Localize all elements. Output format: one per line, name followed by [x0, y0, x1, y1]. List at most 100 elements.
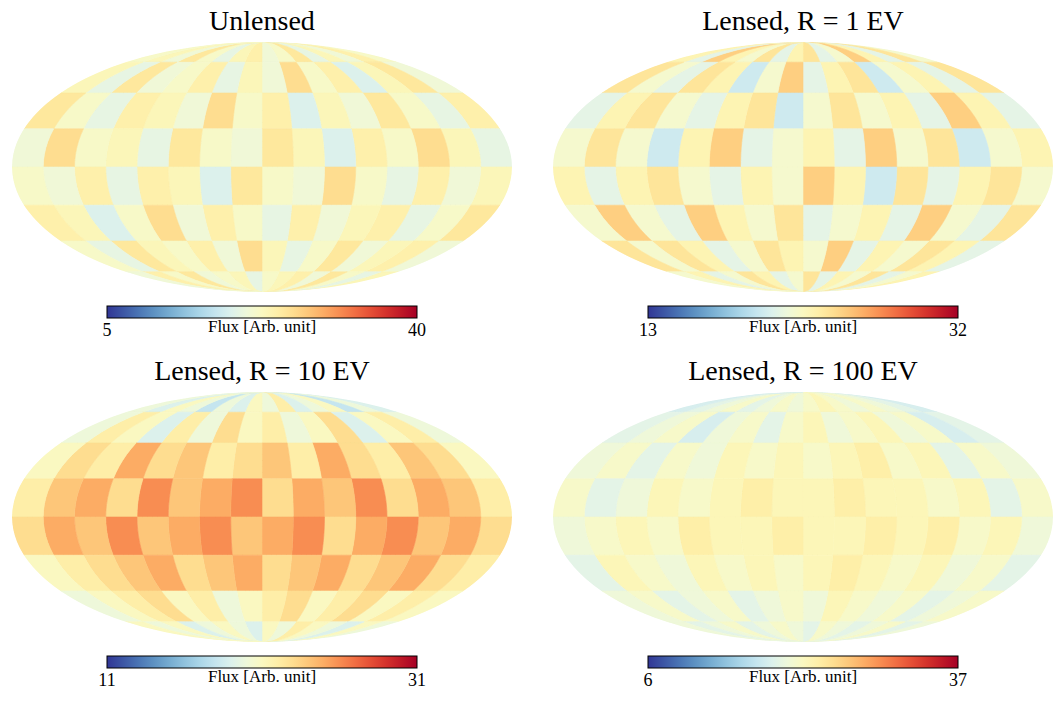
map-cell: [126, 272, 262, 292]
map-cell: [61, 412, 143, 443]
map-cell: [262, 622, 398, 642]
colorbar-tick-label: 6: [644, 670, 653, 690]
map-cell: [803, 129, 834, 167]
map-cell: [803, 42, 905, 62]
map-cell: [803, 392, 854, 412]
map-cell: [12, 167, 54, 205]
map-cell: [553, 129, 595, 167]
map-cell: [803, 479, 834, 517]
map-cell: [803, 622, 820, 642]
map-cell: [602, 412, 684, 443]
map-cell: [262, 241, 287, 272]
map-cell: [803, 272, 854, 292]
map-cell: [262, 42, 279, 62]
map-cell: [262, 272, 330, 292]
map-cell: [803, 392, 871, 412]
panel: Lensed, R = 10 EV 1131Flux [Arb. unit]: [12, 355, 512, 690]
map-cell: [833, 129, 866, 167]
map-cell: [262, 555, 292, 591]
map-cell: [602, 241, 684, 272]
map-cell: [892, 167, 928, 205]
map-cell: [262, 272, 398, 292]
map-cell: [137, 129, 173, 167]
map-cell: [262, 517, 293, 555]
map-cell: [803, 622, 854, 642]
map-cell: [292, 517, 325, 555]
map-cell: [803, 42, 854, 62]
map-cell: [803, 272, 922, 292]
map-cell: [803, 272, 871, 292]
figure: Unlensed540Flux [Arb. unit]Lensed, R = 1…: [0, 0, 1062, 709]
map-cell: [803, 622, 939, 642]
colorbar-label: Flux [Arb. unit]: [208, 317, 316, 336]
map-cell: [741, 517, 774, 555]
map-cell: [126, 42, 262, 62]
map-cell: [322, 517, 356, 555]
map-cell: [262, 42, 347, 62]
map-cell: [232, 555, 262, 591]
map-cell: [684, 622, 803, 642]
map-cell: [803, 622, 888, 642]
map-cell: [292, 479, 325, 517]
map-cell: [773, 555, 803, 591]
map-cell: [803, 622, 922, 642]
map-cell: [684, 272, 803, 292]
panel-title: Lensed, R = 10 EV: [154, 355, 370, 386]
sky-map: [553, 42, 1053, 292]
map-cell: [262, 392, 364, 412]
map-cell: [262, 591, 287, 622]
sky-map: [553, 392, 1053, 642]
map-cell: [12, 517, 54, 555]
map-cell: [863, 129, 897, 167]
map-cell: [803, 392, 820, 412]
map-cell: [262, 392, 279, 412]
map-cell: [262, 62, 287, 93]
map-cell: [262, 392, 313, 412]
map-cell: [262, 272, 313, 292]
colorbar-tick-label: 40: [408, 320, 426, 340]
map-cell: [168, 129, 202, 167]
map-cell: [262, 42, 296, 62]
map-cell: [602, 591, 684, 622]
map-cell: [262, 93, 292, 129]
colorbar: 637Flux [Arb. unit]: [644, 656, 968, 690]
map-cell: [803, 62, 828, 93]
map-cell: [232, 205, 262, 241]
map-cell: [565, 443, 627, 479]
map-cell: [262, 392, 381, 412]
map-cell: [833, 517, 866, 555]
map-cell: [322, 167, 356, 205]
colorbar: 1131Flux [Arb. unit]: [98, 656, 426, 690]
colorbar-tick-label: 32: [949, 320, 967, 340]
map-cell: [803, 42, 871, 62]
map-cell: [262, 42, 313, 62]
map-cell: [351, 129, 387, 167]
map-cell: [61, 591, 143, 622]
map-cell: [262, 272, 364, 292]
map-cell: [61, 241, 143, 272]
map-cell: [287, 443, 321, 479]
map-cell: [803, 392, 905, 412]
map-cell: [262, 443, 292, 479]
map-cell: [803, 42, 922, 62]
map-cell: [803, 272, 939, 292]
map-cell: [200, 517, 233, 555]
map-cell: [232, 93, 262, 129]
colorbar-tick-label: 37: [949, 670, 967, 690]
map-cell: [684, 42, 803, 62]
panel: Lensed, R = 1 EV1332Flux [Arb. unit]: [553, 5, 1053, 340]
map-cell: [828, 443, 862, 479]
panel: Lensed, R = 100 EV637Flux [Arb. unit]: [553, 355, 1053, 690]
map-cell: [292, 167, 325, 205]
map-cell: [126, 392, 262, 412]
map-cell: [24, 443, 86, 479]
map-cell: [351, 167, 387, 205]
map-cell: [678, 129, 714, 167]
map-cell: [262, 42, 398, 62]
map-cell: [828, 93, 862, 129]
map-cell: [262, 622, 330, 642]
map-cell: [667, 42, 803, 62]
map-cell: [709, 479, 743, 517]
map-cell: [12, 129, 54, 167]
colorbar-tick-label: 11: [98, 670, 115, 690]
